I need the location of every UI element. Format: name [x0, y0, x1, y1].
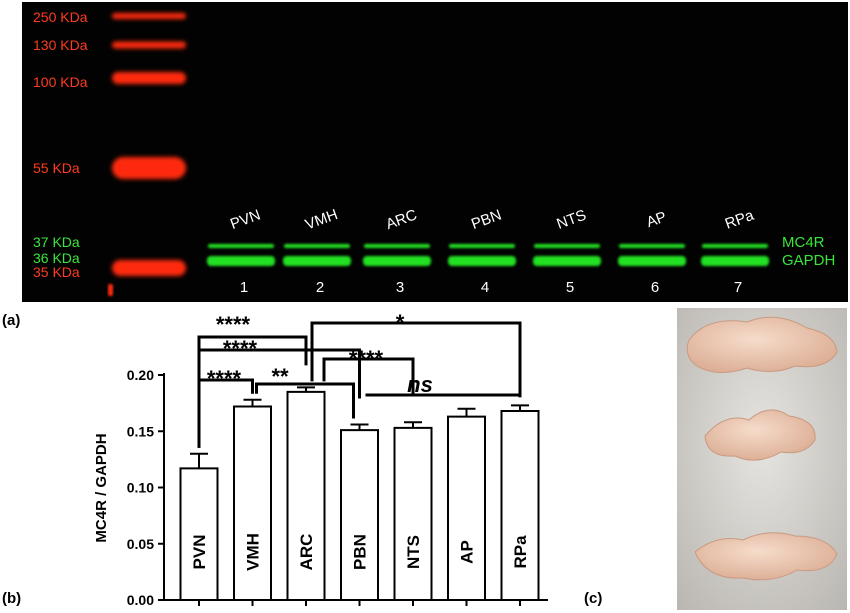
- lane-number: 1: [240, 279, 248, 296]
- bar-rpa: [500, 410, 540, 601]
- significance-label: ****: [207, 366, 242, 391]
- western-blot-image: 250 KDa 130 KDa 100 KDa 55 KDa 37 KDa 36 KDa 3…: [22, 2, 848, 302]
- significance-label: ns: [407, 372, 433, 397]
- category-label: VMH: [244, 533, 263, 571]
- ladder-label: 35 KDa: [33, 264, 80, 280]
- category-label: PVN: [190, 535, 209, 570]
- lane-number: 4: [481, 279, 489, 296]
- ladder-label: 37 KDa: [33, 234, 80, 250]
- lane-label: RPa: [723, 207, 757, 233]
- panel-label-b: (b): [2, 590, 22, 607]
- category-label: ARC: [297, 534, 316, 571]
- ladder-band: [112, 260, 186, 276]
- ladder-label: 100 KDa: [33, 74, 88, 90]
- bar-pbn: [340, 429, 379, 601]
- ladder-label: 55 KDa: [33, 160, 80, 176]
- mc4r-band: [619, 244, 685, 248]
- category-label: AP: [458, 540, 477, 564]
- lane-label: NTS: [554, 207, 588, 233]
- significance-label: ****: [216, 312, 251, 337]
- lane-number: 3: [396, 279, 404, 296]
- gapdh-band: [618, 256, 686, 266]
- lane-label: PVN: [228, 207, 263, 234]
- bar-ap: [447, 415, 486, 601]
- significance-label: *: [396, 310, 405, 335]
- mc4r-band: [534, 244, 600, 248]
- significance-label: ****: [223, 336, 258, 361]
- bar-chart: 0.00 0.05 0.10 0.15 0.20 MC4R / GAPDH PVN VMH AR…: [93, 310, 548, 608]
- mc4r-band: [449, 244, 515, 248]
- lane-label: PBN: [469, 207, 504, 234]
- gapdh-band: [533, 256, 601, 266]
- lane-number: 6: [651, 279, 659, 296]
- gapdh-label: GAPDH: [782, 252, 835, 269]
- gapdh-band: [283, 256, 351, 266]
- y-tick-label: 0.10: [127, 480, 154, 496]
- significance-bracket: [255, 382, 355, 419]
- bar-pvn: [179, 467, 219, 601]
- gapdh-band: [207, 256, 275, 266]
- panel-label-a: (a): [2, 312, 21, 329]
- y-tick-label: 0.20: [127, 367, 154, 383]
- lane-label: ARC: [384, 206, 420, 233]
- brain-tissue: [686, 316, 838, 373]
- ladder-band: [112, 157, 186, 179]
- significance-bracket: [310, 321, 522, 398]
- y-tick-label: 0.15: [127, 423, 154, 439]
- mc4r-band: [364, 244, 430, 248]
- significance-bracket: [197, 378, 254, 448]
- lane-label: VMH: [303, 206, 340, 233]
- brain-tissue-photo: [677, 308, 847, 610]
- y-tick-label: 0.05: [127, 536, 154, 552]
- mc4r-label: MC4R: [782, 234, 825, 251]
- brain-tissue: [694, 532, 838, 581]
- mc4r-band: [208, 244, 274, 248]
- lane-number: 7: [734, 279, 742, 296]
- gapdh-band: [363, 256, 431, 266]
- category-label: PBN: [351, 534, 370, 570]
- gapdh-band: [448, 256, 516, 266]
- lane-number: 2: [316, 279, 324, 296]
- gapdh-band: [701, 256, 769, 266]
- lane-number: 5: [566, 279, 574, 296]
- ladder-label: 250 KDa: [33, 9, 88, 25]
- category-label: RPa: [511, 535, 530, 569]
- mc4r-band: [702, 244, 768, 248]
- significance-label: **: [271, 364, 289, 389]
- panel-label-c: (c): [584, 590, 603, 607]
- bar-nts: [393, 426, 433, 601]
- ladder-band: [112, 41, 186, 49]
- y-axis-label: MC4R / GAPDH: [93, 433, 110, 542]
- brain-tissue: [704, 409, 816, 461]
- ladder-band: [112, 13, 186, 19]
- ladder-label: 130 KDa: [33, 37, 88, 53]
- significance-bracket: [322, 357, 415, 397]
- lane-label: AP: [644, 208, 669, 231]
- y-tick-label: 0.00: [127, 592, 154, 608]
- ladder-band: [112, 72, 186, 84]
- mc4r-band: [284, 244, 350, 248]
- category-label: NTS: [404, 535, 423, 569]
- significance-label: ****: [349, 346, 384, 371]
- ladder-dot: [108, 284, 113, 296]
- ladder-label: 36 KDa: [33, 250, 80, 266]
